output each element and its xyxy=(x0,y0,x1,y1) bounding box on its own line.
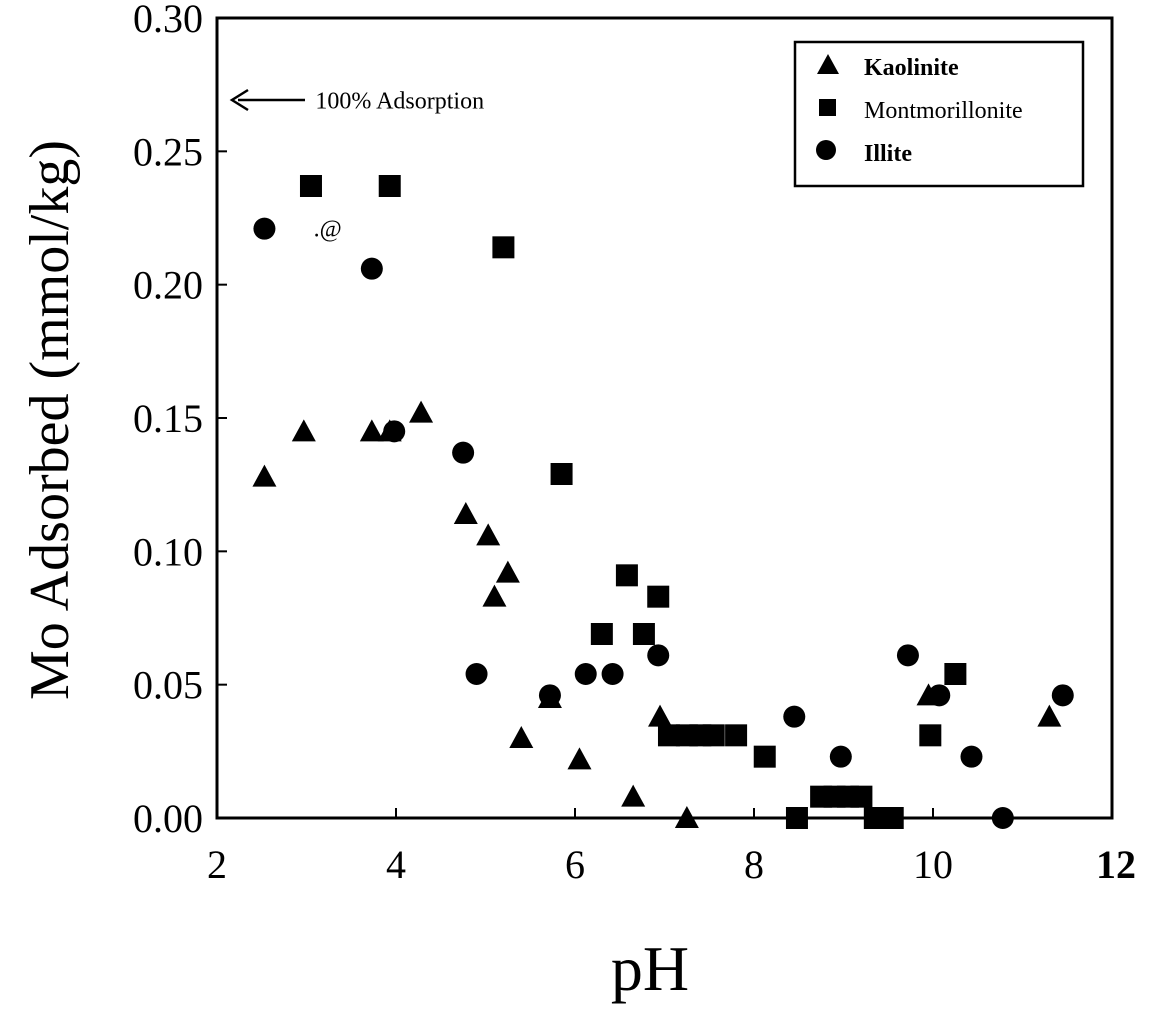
montmorillonite-point-5 xyxy=(615,564,638,587)
annotation-100pct-adsorption: 100% Adsorption xyxy=(315,89,484,115)
montmorillonite-point-20 xyxy=(881,807,904,829)
illite-point-7 xyxy=(601,663,624,685)
illite-point-10 xyxy=(829,745,852,768)
series-montmorillonite xyxy=(299,175,967,829)
y-tick-label-0.05: 0.05 xyxy=(133,663,203,708)
y-tick-label-0.10: 0.10 xyxy=(133,529,203,574)
kaolinite-point-0 xyxy=(252,464,277,487)
illite-point-0 xyxy=(253,217,276,240)
illite-point-12 xyxy=(928,684,951,707)
x-tick-label-12: 12 xyxy=(1096,842,1136,887)
illite-point-1 xyxy=(360,257,383,280)
annotations: 100% Adsorption .@ xyxy=(229,88,484,243)
x-tick-label-2: 2 xyxy=(207,842,227,887)
legend-marker-illite xyxy=(816,140,836,160)
data-points xyxy=(252,175,1074,829)
illite-point-14 xyxy=(991,807,1014,829)
x-tick-label-10: 10 xyxy=(913,842,953,887)
montmorillonite-point-2 xyxy=(492,236,515,259)
montmorillonite-point-14 xyxy=(785,807,808,829)
illite-point-3 xyxy=(452,441,475,464)
montmorillonite-point-11 xyxy=(702,724,725,747)
illite-point-9 xyxy=(783,705,806,728)
annotation-stray-mark: .@ xyxy=(314,217,342,243)
legend: Kaolinite Montmorillonite Illite xyxy=(793,40,1085,188)
montmorillonite-point-21 xyxy=(919,724,942,747)
illite-point-13 xyxy=(960,745,983,768)
legend-box xyxy=(793,40,1085,188)
montmorillonite-point-8 xyxy=(657,724,680,747)
x-axis-title: pH xyxy=(611,933,689,1004)
illite-point-6 xyxy=(574,663,597,685)
montmorillonite-point-1 xyxy=(378,175,401,197)
montmorillonite-point-18 xyxy=(850,785,873,808)
y-tick-label-0.15: 0.15 xyxy=(133,396,203,441)
arrow-left-icon xyxy=(229,88,305,112)
kaolinite-point-4 xyxy=(409,400,434,423)
x-axis-ticks: 2 4 6 8 10 12 xyxy=(207,808,1136,887)
montmorillonite-point-7 xyxy=(647,585,670,608)
y-axis-ticks: 0.00 0.05 0.10 0.15 0.20 0.25 0.30 xyxy=(133,0,227,841)
illite-point-5 xyxy=(538,684,561,707)
y-tick-label-0.25: 0.25 xyxy=(133,129,203,174)
montmorillonite-point-12 xyxy=(725,724,748,747)
x-tick-label-6: 6 xyxy=(565,842,585,887)
montmorillonite-point-22 xyxy=(944,663,967,685)
kaolinite-point-11 xyxy=(567,747,592,770)
montmorillonite-point-13 xyxy=(753,745,776,768)
legend-label-illite: Illite xyxy=(864,141,912,167)
kaolinite-point-1 xyxy=(291,419,316,442)
illite-point-11 xyxy=(896,644,919,667)
montmorillonite-point-4 xyxy=(590,623,613,645)
montmorillonite-point-19 xyxy=(863,807,886,829)
x-tick-label-4: 4 xyxy=(386,842,406,887)
montmorillonite-point-0 xyxy=(299,175,322,197)
kaolinite-point-5 xyxy=(453,502,478,524)
y-tick-label-0.30: 0.30 xyxy=(133,0,203,41)
y-tick-label-0.00: 0.00 xyxy=(133,796,203,841)
kaolinite-point-9 xyxy=(509,726,534,748)
y-axis-title: Mo Adsorbed (mmol/kg) xyxy=(19,140,81,700)
illite-point-15 xyxy=(1051,684,1074,707)
series-kaolinite xyxy=(252,400,1062,828)
illite-point-2 xyxy=(383,420,406,443)
legend-marker-kaolinite xyxy=(817,54,839,74)
kaolinite-point-7 xyxy=(482,584,507,607)
illite-point-4 xyxy=(465,663,488,685)
kaolinite-point-13 xyxy=(648,704,673,727)
series-illite xyxy=(253,217,1074,829)
montmorillonite-point-6 xyxy=(632,623,655,645)
kaolinite-point-12 xyxy=(621,784,646,807)
illite-point-8 xyxy=(647,644,670,667)
montmorillonite-point-3 xyxy=(550,463,573,485)
x-tick-label-8: 8 xyxy=(744,842,764,887)
kaolinite-point-6 xyxy=(476,523,501,546)
legend-label-montmorillonite: Montmorillonite xyxy=(864,98,1023,124)
kaolinite-point-2 xyxy=(359,419,384,442)
legend-marker-montmorillonite xyxy=(819,99,836,116)
legend-label-kaolinite: Kaolinite xyxy=(864,55,959,81)
kaolinite-point-16 xyxy=(1037,704,1062,727)
kaolinite-point-14 xyxy=(674,806,699,828)
kaolinite-point-8 xyxy=(495,560,520,583)
y-tick-label-0.20: 0.20 xyxy=(133,263,203,308)
axes: 2 4 6 8 10 12 0.00 0.05 0.10 0.15 0.20 0.25 0.30 xyxy=(133,0,1136,887)
